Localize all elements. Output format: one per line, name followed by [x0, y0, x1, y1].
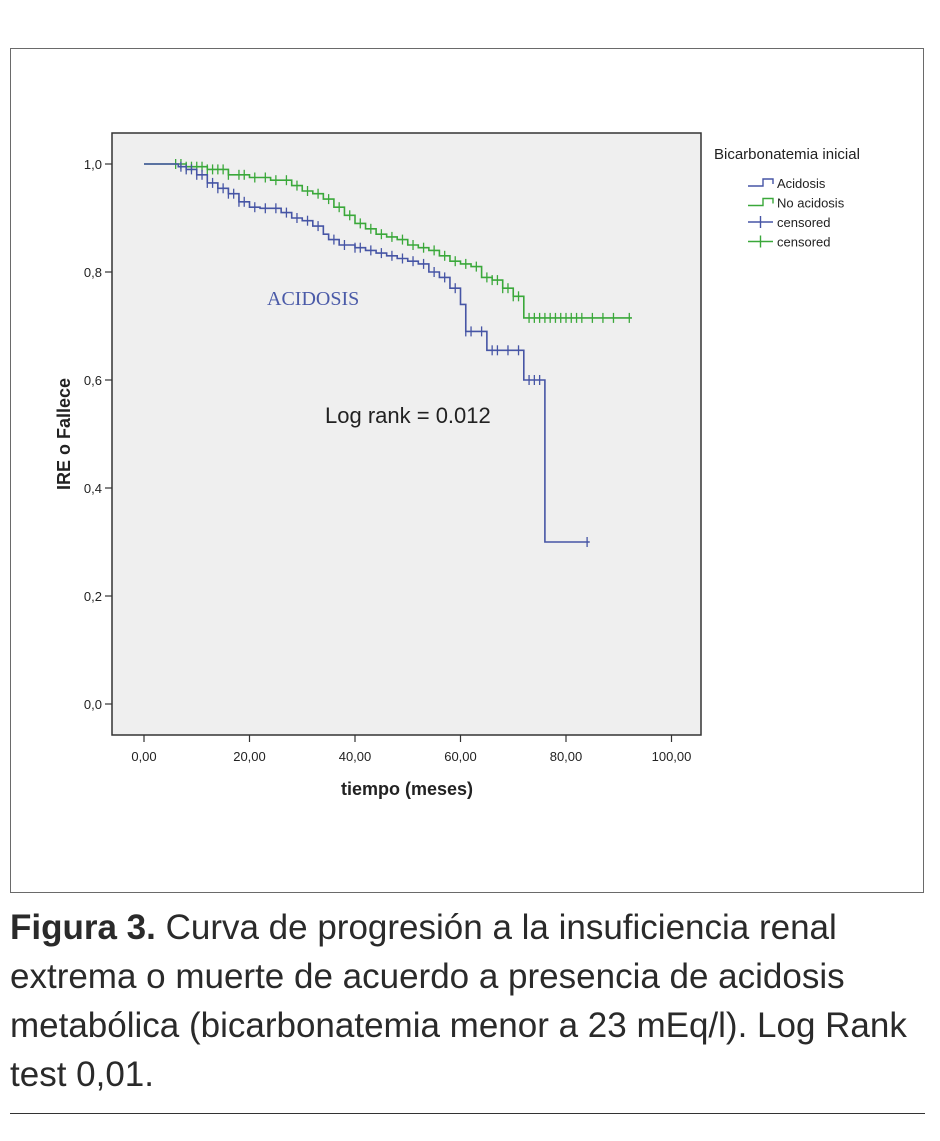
- x-axis-title: tiempo (meses): [341, 779, 473, 799]
- figure-caption: Figura 3. Curva de progresión a la insuf…: [10, 903, 925, 1099]
- series-label-acidosis: ACIDOSIS: [267, 288, 359, 310]
- caption-divider: [10, 1113, 925, 1114]
- x-tick-label: 100,00: [652, 749, 692, 764]
- x-tick-label: 80,00: [550, 749, 583, 764]
- series-line-no-acidosis: [144, 163, 632, 319]
- caption-text: Curva de progresión a la insuficiencia r…: [10, 908, 907, 1094]
- y-tick-label: 0,0: [84, 697, 102, 712]
- legend-entry-label: Acidosis: [777, 176, 826, 191]
- legend-line-symbol: [748, 178, 774, 187]
- y-tick-label: 0,8: [84, 265, 102, 280]
- plot-area: [111, 132, 702, 736]
- figure-frame: 0,00 20,00 40,00 60,00 80,00 100,00 0,0 0,2 0,4…: [10, 48, 924, 893]
- legend-entry-label: censored: [777, 215, 830, 230]
- x-axis: 0,00 20,00 40,00 60,00 80,00 100,00: [131, 735, 691, 764]
- series-layer: [144, 159, 632, 547]
- x-tick-label: 60,00: [444, 749, 477, 764]
- x-tick-label: 0,00: [131, 749, 156, 764]
- y-tick-label: 1,0: [84, 157, 102, 172]
- legend-entry-label: censored: [777, 235, 830, 250]
- legend-title: Bicarbonatemia inicial: [714, 146, 860, 163]
- y-axis-title: IRE o Fallece: [54, 378, 74, 490]
- log-rank-annotation: Log rank = 0.012: [325, 403, 491, 428]
- x-tick-label: 20,00: [233, 749, 266, 764]
- legend-entry-label: No acidosis: [777, 196, 845, 211]
- x-tick-label: 40,00: [339, 749, 372, 764]
- caption-label: Figura 3.: [10, 908, 156, 947]
- y-tick-label: 0,6: [84, 373, 102, 388]
- legend: Bicarbonatemia inicial Acidosis No acidos…: [714, 146, 860, 250]
- legend-line-symbol: [748, 197, 774, 207]
- y-tick-label: 0,2: [84, 589, 102, 604]
- y-axis: 0,0 0,2 0,4 0,6 0,8 1,0: [84, 157, 112, 712]
- y-tick-label: 0,4: [84, 481, 102, 496]
- survival-chart: 0,00 20,00 40,00 60,00 80,00 100,00 0,0 0,2 0,4…: [54, 132, 860, 799]
